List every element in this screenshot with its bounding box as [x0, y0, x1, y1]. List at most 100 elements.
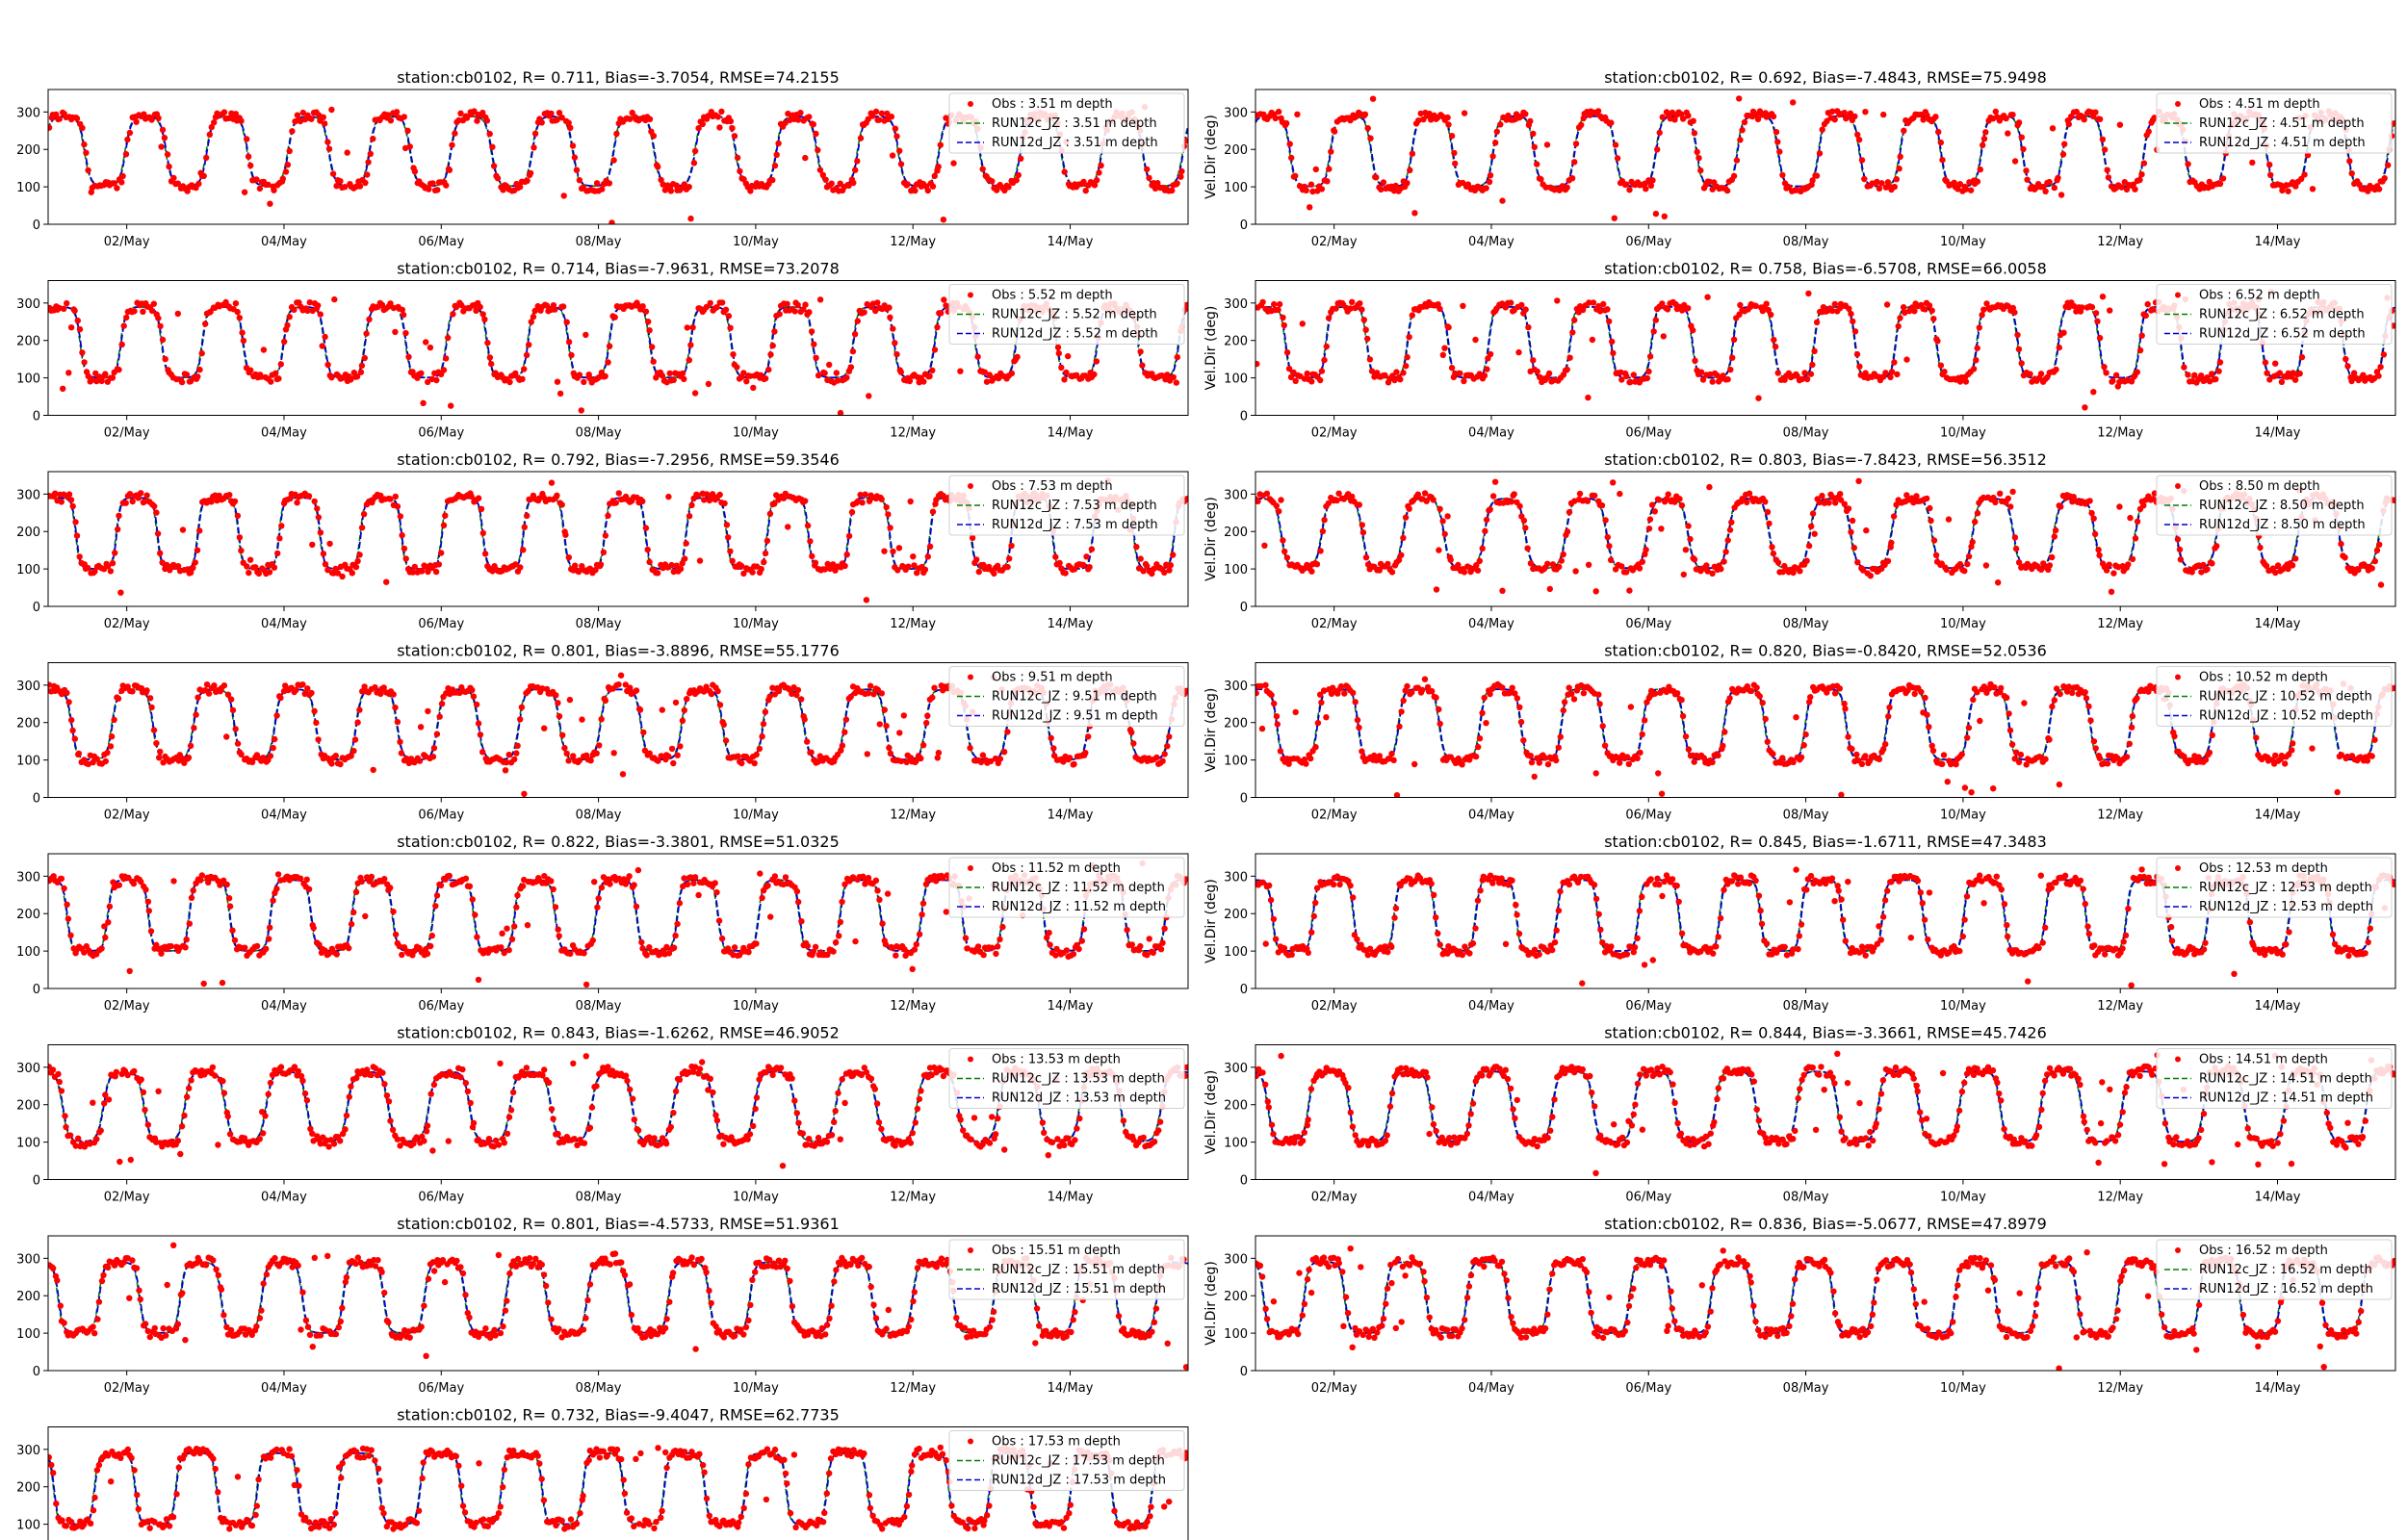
- obs-point: [847, 364, 855, 371]
- obs-point: [1687, 535, 1694, 543]
- obs-point: [1421, 676, 1429, 682]
- obs-point: [1493, 128, 1501, 135]
- obs-point: [98, 945, 105, 952]
- obs-point: [722, 306, 730, 313]
- obs-point: [689, 324, 696, 331]
- x-tick-label: 14/May: [1048, 617, 1094, 631]
- obs-point: [793, 691, 800, 699]
- y-tick-label: 0: [33, 792, 40, 807]
- obs-point: [2364, 757, 2371, 764]
- obs-point: [1928, 742, 1935, 749]
- obs-point: [147, 928, 155, 935]
- obs-point: [1739, 127, 1746, 134]
- obs-point: [1944, 779, 1952, 785]
- obs-point: [658, 176, 664, 184]
- obs-point: [794, 301, 801, 309]
- obs-point: [766, 693, 773, 700]
- obs-point: [1647, 182, 1655, 189]
- obs-point: [1885, 713, 1892, 720]
- obs-point: [802, 498, 809, 504]
- y-tick-label: 0: [1240, 410, 1248, 424]
- obs-point: [1356, 724, 1362, 732]
- obs-point: [2052, 526, 2059, 534]
- obs-point: [109, 559, 116, 567]
- legend-obs-marker: [968, 483, 973, 489]
- obs-point: [2204, 566, 2211, 573]
- obs-point: [759, 894, 765, 902]
- obs-point: [1263, 490, 1271, 497]
- obs-point: [1828, 108, 1836, 116]
- legend-box: [2156, 92, 2393, 154]
- obs-point: [1805, 290, 1812, 297]
- obs-point: [771, 500, 778, 507]
- obs-point: [659, 706, 665, 713]
- obs-point: [282, 682, 289, 689]
- obs-point: [483, 117, 491, 124]
- obs-point: [1393, 792, 1401, 798]
- obs-point: [1806, 699, 1813, 706]
- obs-point: [183, 937, 190, 943]
- obs-point: [324, 361, 331, 369]
- obs-point: [397, 738, 403, 745]
- obs-point: [2103, 370, 2109, 376]
- obs-point: [1891, 183, 1899, 191]
- obs-point: [1309, 188, 1316, 195]
- obs-point: [559, 303, 567, 310]
- obs-point: [181, 759, 188, 766]
- obs-point: [1578, 121, 1585, 128]
- obs-point: [2008, 741, 2016, 748]
- obs-point: [1828, 307, 1836, 315]
- axes-frame: [47, 280, 1189, 416]
- obs-point: [223, 733, 230, 740]
- obs-point: [1976, 324, 1982, 331]
- obs-point: [1970, 366, 1978, 372]
- obs-point: [1368, 368, 1376, 374]
- obs-point: [1606, 543, 1613, 550]
- x-tick-label: 14/May: [2255, 235, 2301, 249]
- obs-point: [1174, 353, 1181, 361]
- y-tick-label: 0: [33, 410, 40, 424]
- obs-point: [1307, 181, 1315, 188]
- obs-point: [1846, 305, 1852, 312]
- obs-point: [362, 912, 369, 920]
- obs-point: [1926, 302, 1933, 309]
- obs-point: [804, 942, 812, 950]
- obs-point: [2134, 518, 2141, 525]
- obs-point: [686, 184, 692, 191]
- obs-point: [1709, 570, 1716, 577]
- obs-point: [342, 184, 349, 191]
- panel-title: station:cb0102, R= 0.792, Bias=-7.2956, …: [397, 450, 840, 469]
- obs-point: [767, 913, 774, 920]
- obs-point: [2125, 561, 2132, 568]
- obs-point: [911, 562, 918, 569]
- obs-point: [672, 699, 680, 706]
- x-tick-label: 12/May: [890, 235, 936, 249]
- obs-point: [1776, 148, 1783, 155]
- obs-point: [2219, 175, 2227, 182]
- obs-point: [129, 498, 136, 505]
- obs-point: [1876, 756, 1883, 762]
- obs-point: [615, 681, 622, 688]
- legend-label: Obs : 10.52 m depth: [2199, 671, 2328, 685]
- obs-point: [2264, 370, 2270, 376]
- obs-point: [1911, 308, 1918, 315]
- obs-point: [765, 366, 772, 373]
- obs-point: [834, 377, 841, 384]
- obs-point: [986, 372, 994, 378]
- y-tick-label: 200: [16, 908, 40, 922]
- obs-point: [305, 493, 313, 500]
- obs-point: [1932, 552, 1940, 558]
- legend-obs-marker: [2175, 292, 2181, 298]
- obs-point: [1508, 499, 1514, 505]
- obs-point: [1845, 505, 1852, 512]
- obs-point: [1888, 539, 1895, 547]
- y-tick-label: 100: [1224, 181, 1248, 195]
- panel: station:cb0102, R= 0.792, Bias=-7.2956, …: [16, 450, 1189, 631]
- obs-point: [622, 681, 629, 688]
- obs-point: [1144, 562, 1151, 570]
- obs-point: [1627, 704, 1635, 710]
- obs-point: [1625, 760, 1633, 767]
- obs-point: [1805, 542, 1813, 550]
- y-tick-label: 300: [1224, 106, 1248, 120]
- obs-point: [804, 738, 811, 745]
